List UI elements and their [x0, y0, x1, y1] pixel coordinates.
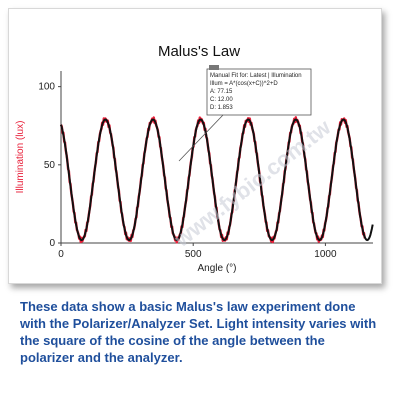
y-axis-label: Illumination (lux) — [15, 121, 26, 194]
y-tick-label: 0 — [49, 238, 55, 249]
x-tick-label: 500 — [185, 249, 202, 260]
figure-caption: These data show a basic Malus's law expe… — [20, 299, 377, 365]
watermark: www.fybio.com.tw — [169, 114, 336, 253]
legend-param-c: C: 12.00 — [210, 97, 233, 103]
legend-equation: Illum = A*(cos(x+C))^2+D — [210, 81, 278, 87]
x-axis-ticks: 0 500 1000 — [58, 243, 337, 260]
x-tick-label: 1000 — [314, 249, 337, 260]
watermark-text: www.fybio.com.tw — [169, 114, 336, 253]
series-fit-line — [60, 118, 374, 242]
legend-heading: Manual Fit for: Latest | Illumination — [210, 73, 302, 79]
legend-handle-icon[interactable] — [209, 65, 219, 70]
x-tick-label: 0 — [58, 249, 64, 260]
y-axis-ticks: 0 50 100 — [38, 82, 61, 249]
y-tick-label: 100 — [38, 82, 55, 93]
legend-param-d: D: 1.853 — [210, 105, 233, 111]
x-axis-label: Angle (°) — [197, 263, 236, 274]
chart-title: Malus's Law — [158, 43, 240, 60]
y-tick-label: 50 — [44, 160, 56, 171]
legend-param-a: A: 77.15 — [210, 89, 233, 95]
chart-frame: Malus's Law 0 50 100 0 500 1000 Illumination… — [8, 8, 382, 284]
fit-legend-box: Manual Fit for: Latest | Illumination Il… — [178, 65, 312, 162]
legend-connector-line — [178, 114, 224, 162]
malus-law-chart: Malus's Law 0 50 100 0 500 1000 Illumination… — [15, 43, 374, 274]
